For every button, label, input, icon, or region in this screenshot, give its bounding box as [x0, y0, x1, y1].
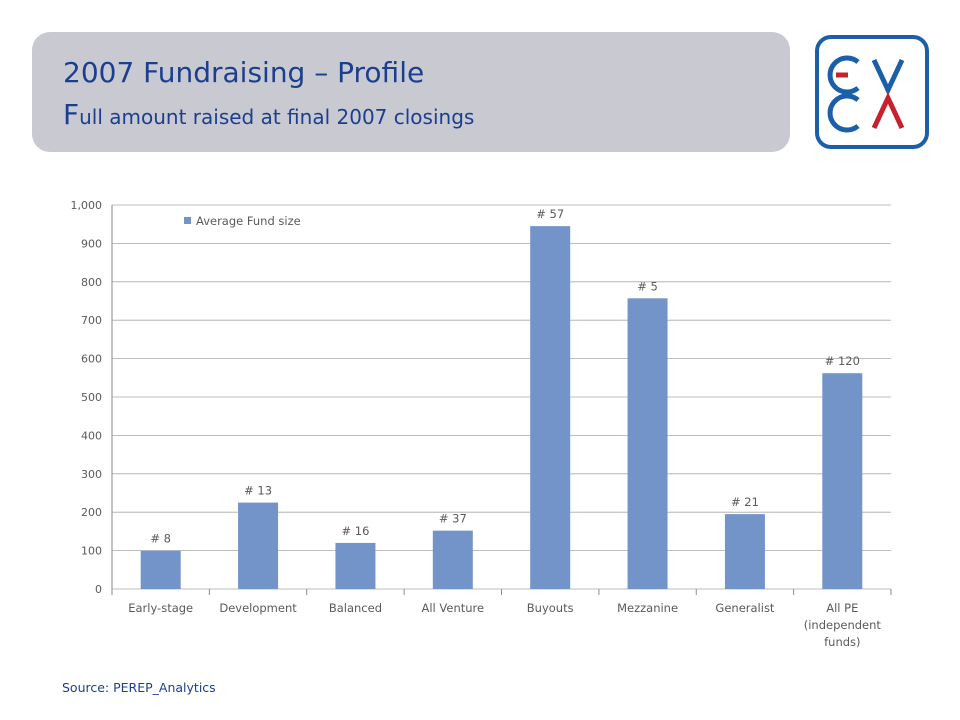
bar — [335, 542, 376, 589]
x-tick-label: (independent — [804, 618, 882, 632]
legend-label: Average Fund size — [196, 214, 301, 228]
y-tick-label: 600 — [81, 353, 102, 366]
x-tick-label: Development — [219, 601, 297, 615]
data-label: # 21 — [731, 495, 759, 509]
evca-logo — [815, 35, 929, 149]
y-tick-label: 200 — [81, 506, 102, 519]
x-tick-label: All Venture — [422, 601, 485, 615]
x-tick-label: Generalist — [715, 601, 775, 615]
x-tick-label: funds) — [824, 635, 860, 649]
y-tick-label: 0 — [95, 583, 102, 596]
y-tick-label: 100 — [81, 545, 102, 558]
x-tick-label: Buyouts — [527, 601, 574, 615]
x-tick-label: Mezzanine — [617, 601, 678, 615]
y-tick-label: 400 — [81, 429, 102, 442]
data-label: # 120 — [825, 354, 860, 368]
data-label: # 16 — [341, 524, 369, 538]
y-tick-label: 300 — [81, 468, 102, 481]
data-label: # 13 — [244, 484, 272, 498]
subtitle-rest: ull amount raised at final 2007 closings — [79, 105, 475, 129]
y-tick-label: 500 — [81, 391, 102, 404]
title-banner — [32, 32, 790, 152]
legend-swatch — [184, 217, 191, 224]
data-label: # 37 — [439, 512, 467, 526]
bar — [627, 298, 668, 589]
x-tick-label: Balanced — [329, 601, 382, 615]
bar — [432, 530, 473, 589]
bar — [530, 226, 571, 589]
page-title: 2007 Fundraising – Profile — [63, 56, 425, 89]
y-tick-label: 900 — [81, 237, 102, 250]
y-tick-label: 1,000 — [71, 199, 103, 212]
data-label: # 5 — [637, 279, 658, 293]
data-label: # 8 — [150, 532, 171, 546]
y-tick-label: 800 — [81, 276, 102, 289]
data-label: # 57 — [536, 207, 564, 221]
source-note: Source: PEREP_Analytics — [62, 680, 216, 695]
bar — [724, 514, 765, 589]
x-tick-label: Early-stage — [128, 601, 193, 615]
bar — [238, 502, 279, 589]
bar — [822, 373, 863, 589]
bar — [140, 550, 181, 589]
subtitle-initial: F — [63, 98, 80, 131]
page-subtitle: Full amount raised at final 2007 closing… — [63, 98, 474, 131]
y-tick-label: 700 — [81, 314, 102, 327]
x-tick-label: All PE — [826, 601, 858, 615]
